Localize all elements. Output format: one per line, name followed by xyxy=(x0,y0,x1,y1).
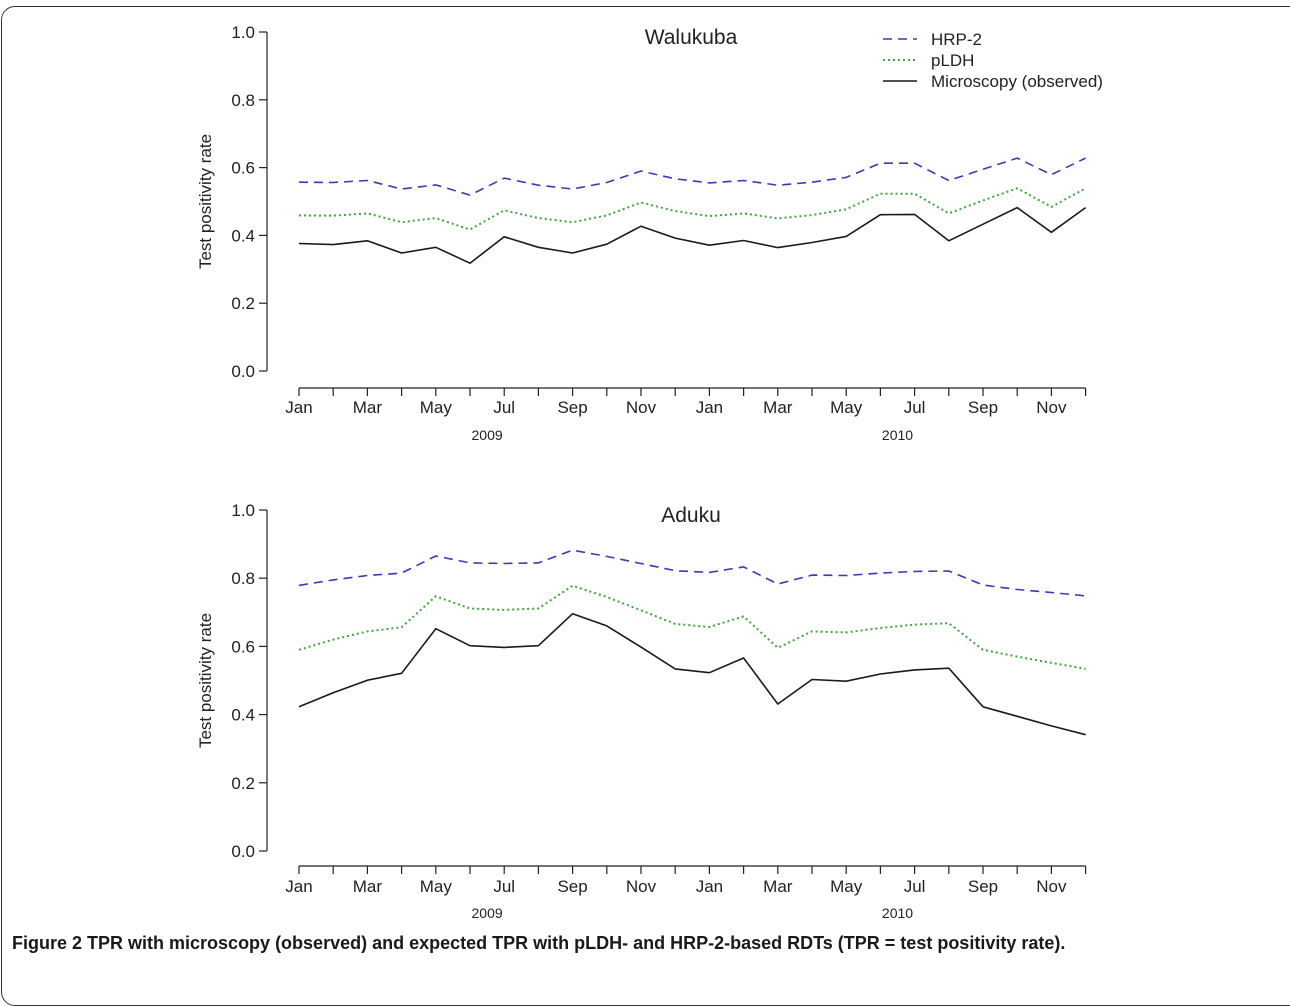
year-label: 2009 xyxy=(472,905,503,921)
y-tick-label: 0.4 xyxy=(231,226,255,245)
series-line-microscopy-observed xyxy=(298,206,1087,265)
x-tick-label: Sep xyxy=(968,398,998,417)
y-tick-label: 0.6 xyxy=(231,637,255,656)
x-tick-label: May xyxy=(830,877,863,896)
year-label: 2009 xyxy=(472,427,503,443)
x-tick-label: Jul xyxy=(904,877,926,896)
legend-label-pldh: pLDH xyxy=(931,51,974,70)
x-tick-label: Nov xyxy=(1036,877,1067,896)
y-tick-label: 0.8 xyxy=(231,91,255,110)
x-tick-label: Jan xyxy=(285,398,312,417)
chart-title: Walukuba xyxy=(645,26,738,49)
legend-label-microscopy-observed: Microscopy (observed) xyxy=(931,72,1103,91)
series-line-hrp-2 xyxy=(298,157,1086,196)
x-tick-label: May xyxy=(420,398,453,417)
series-line-pldh xyxy=(298,584,1086,670)
x-tick-label: Mar xyxy=(353,877,383,896)
y-tick-label: 0.0 xyxy=(231,362,255,381)
y-tick-label: 0.4 xyxy=(231,706,255,725)
y-tick-label: 0.8 xyxy=(231,569,255,588)
series-line-hrp-2 xyxy=(298,549,1086,597)
y-tick-label: 0.2 xyxy=(231,294,255,313)
y-tick-label: 1.0 xyxy=(231,23,255,42)
x-tick-label: Jan xyxy=(696,398,723,417)
legend-label-hrp-2: HRP-2 xyxy=(931,30,982,49)
x-tick-label: Nov xyxy=(1036,398,1067,417)
year-label: 2010 xyxy=(882,427,913,443)
series-line-pldh xyxy=(298,187,1087,231)
x-tick-label: Sep xyxy=(968,877,998,896)
caption-text: TPR with microscopy (observed) and expec… xyxy=(87,933,1066,953)
y-axis-label: Test positivity rate xyxy=(196,134,215,269)
x-tick-label: Jul xyxy=(493,877,515,896)
x-tick-label: Nov xyxy=(626,398,657,417)
y-tick-label: 0.6 xyxy=(231,159,255,178)
caption-label: Figure 2 xyxy=(12,933,83,953)
y-tick-label: 0.0 xyxy=(231,842,255,861)
walukuba-panel: 0.0 0.2 0.4 0.6 0.8 1.0 Test positivity rate Ja… xyxy=(196,23,1103,443)
x-tick-label: Jul xyxy=(904,398,926,417)
x-tick-label: Nov xyxy=(626,877,657,896)
x-tick-label: Mar xyxy=(763,877,793,896)
x-tick-label: Mar xyxy=(353,398,383,417)
year-label: 2010 xyxy=(882,905,913,921)
figure-charts: 0.0 0.2 0.4 0.6 0.8 1.0 Test positivity rate Ja… xyxy=(196,23,1103,921)
x-tick-label: Sep xyxy=(557,877,587,896)
x-tick-label: May xyxy=(420,877,453,896)
x-tick-label: Jul xyxy=(493,398,515,417)
y-tick-label: 1.0 xyxy=(231,501,255,520)
chart-title: Aduku xyxy=(661,504,721,527)
figure-caption: Figure 2 TPR with microscopy (observed) … xyxy=(12,933,1282,954)
aduku-panel: 0.0 0.2 0.4 0.6 0.8 1.0 Test positivity rate Ja… xyxy=(196,501,1087,921)
series-line-microscopy-observed xyxy=(298,612,1086,736)
x-tick-label: Mar xyxy=(763,398,793,417)
x-tick-label: May xyxy=(830,398,863,417)
y-tick-label: 0.2 xyxy=(231,774,255,793)
x-tick-label: Jan xyxy=(696,877,723,896)
x-tick-label: Jan xyxy=(285,877,312,896)
x-tick-label: Sep xyxy=(557,398,587,417)
y-axis-label: Test positivity rate xyxy=(196,613,215,748)
